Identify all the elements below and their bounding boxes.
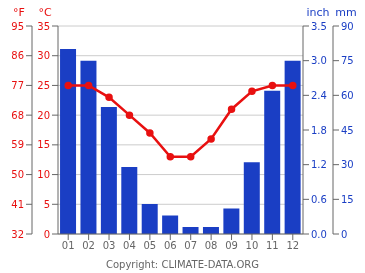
svg-text:10: 10 [37, 169, 50, 180]
svg-text:05: 05 [144, 240, 157, 251]
svg-text:0: 0 [44, 229, 50, 240]
svg-text:mm: mm [335, 6, 356, 19]
svg-text:3.0: 3.0 [311, 55, 327, 66]
svg-text:01: 01 [62, 240, 75, 251]
svg-text:32: 32 [11, 229, 24, 240]
svg-text:25: 25 [37, 80, 50, 91]
svg-text:03: 03 [103, 240, 116, 251]
svg-text:35: 35 [37, 21, 50, 32]
svg-text:11: 11 [266, 240, 279, 251]
svg-text:30: 30 [341, 159, 354, 170]
svg-text:75: 75 [341, 55, 354, 66]
svg-text:2.4: 2.4 [311, 90, 327, 101]
svg-text:50: 50 [11, 169, 24, 180]
svg-text:07: 07 [184, 240, 197, 251]
svg-text:15: 15 [37, 139, 50, 150]
svg-text:02: 02 [82, 240, 95, 251]
svg-text:°C: °C [38, 6, 52, 19]
svg-text:08: 08 [205, 240, 218, 251]
svg-text:06: 06 [164, 240, 177, 251]
svg-text:45: 45 [341, 125, 354, 136]
svg-text:1.8: 1.8 [311, 125, 327, 136]
svg-text:0.6: 0.6 [311, 194, 327, 205]
svg-text:0.0: 0.0 [311, 229, 327, 240]
svg-text:30: 30 [37, 50, 50, 61]
svg-text:95: 95 [11, 21, 24, 32]
svg-text:41: 41 [11, 199, 24, 210]
html-text:Copyright: CLIMATE-DATA.ORG: Copyright: CLIMATE-DATA.ORG [106, 259, 259, 270]
svg-text:12: 12 [286, 240, 299, 251]
svg-text:inch: inch [306, 6, 329, 19]
svg-text:3.5: 3.5 [311, 21, 327, 32]
svg-text:86: 86 [11, 50, 24, 61]
svg-text:°F: °F [13, 6, 25, 19]
svg-text:77: 77 [11, 80, 24, 91]
svg-text:90: 90 [341, 21, 354, 32]
svg-text:20: 20 [37, 110, 50, 121]
svg-text:5: 5 [44, 199, 50, 210]
svg-text:1.2: 1.2 [311, 159, 327, 170]
svg-text:68: 68 [11, 110, 24, 121]
svg-text:10: 10 [246, 240, 259, 251]
svg-text:04: 04 [123, 240, 136, 251]
svg-text:0: 0 [341, 229, 347, 240]
svg-text:15: 15 [341, 194, 354, 205]
svg-text:09: 09 [225, 240, 238, 251]
svg-text:59: 59 [11, 139, 24, 150]
svg-text:60: 60 [341, 90, 354, 101]
